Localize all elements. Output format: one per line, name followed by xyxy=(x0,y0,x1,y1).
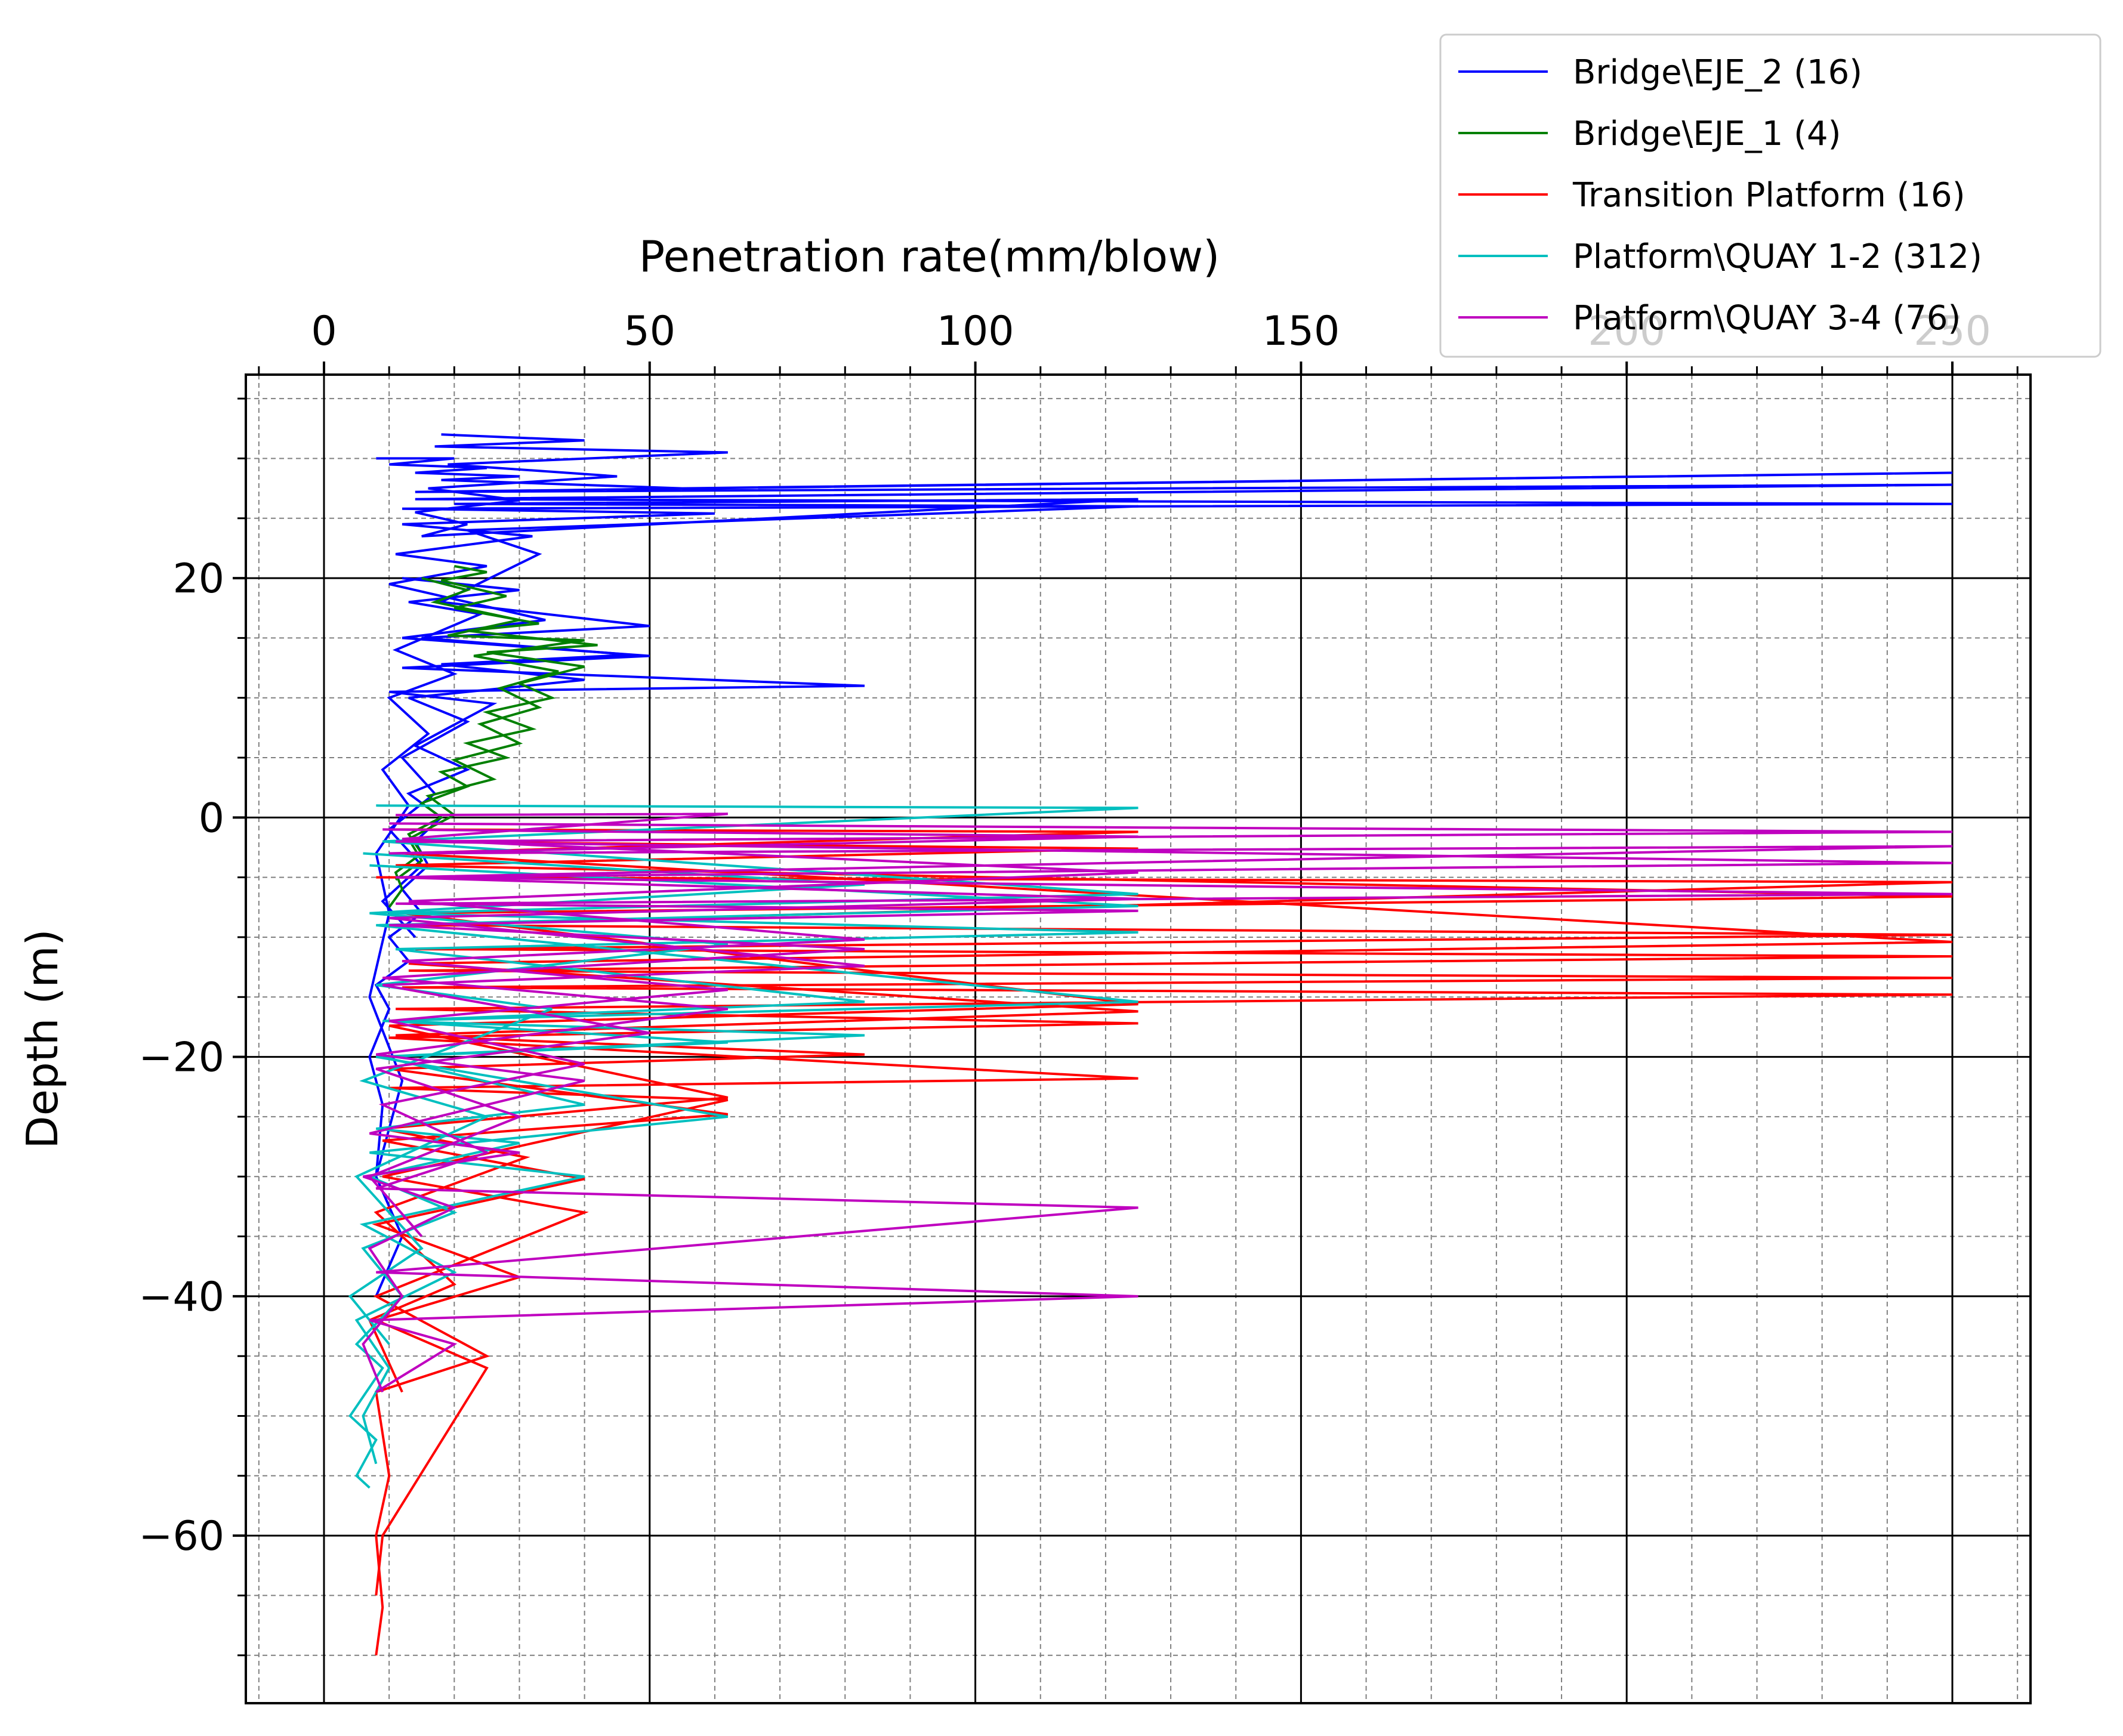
x-tick-label: 100 xyxy=(937,308,1014,355)
series-line xyxy=(354,864,1138,1465)
y-axis-label: Depth (m) xyxy=(17,929,67,1149)
y-tick-label: −60 xyxy=(138,1513,224,1560)
legend-entries: Bridge\EJE_2 (16) Bridge\EJE_1 (4) Transit… xyxy=(1458,53,1982,338)
series-lines xyxy=(348,433,1953,1655)
y-tick-label: −20 xyxy=(138,1034,224,1082)
series-1 xyxy=(368,433,1953,1297)
y-tick-label: 20 xyxy=(172,555,224,603)
series-line xyxy=(381,433,1138,938)
y-tick-label: −40 xyxy=(138,1274,224,1321)
legend-label: Bridge\EJE_2 (16) xyxy=(1573,53,1862,92)
series-5 xyxy=(362,813,1953,1394)
legend-label: Transition Platform (16) xyxy=(1572,176,1965,215)
series-line xyxy=(368,577,520,1177)
series-line xyxy=(362,822,1953,1393)
x-tick-label: 0 xyxy=(311,308,337,355)
x-tick-label: 150 xyxy=(1263,308,1340,355)
series-line xyxy=(368,828,1953,1237)
series-line xyxy=(388,565,598,908)
legend-label: Platform\QUAY 1-2 (312) xyxy=(1573,237,1982,276)
x-axis-label: Penetration rate(mm/blow) xyxy=(639,231,1220,282)
legend: Bridge\EJE_2 (16) Bridge\EJE_1 (4) Transit… xyxy=(1439,33,2102,358)
y-tick-label: 0 xyxy=(199,795,224,842)
legend-box xyxy=(1439,33,2102,358)
legend-label: Platform\QUAY 3-4 (76) xyxy=(1573,299,1961,338)
x-tick-label: 50 xyxy=(624,308,676,355)
series-line xyxy=(369,813,1138,1394)
plot-frame xyxy=(245,373,2032,1704)
legend-label: Bridge\EJE_1 (4) xyxy=(1573,115,1841,153)
